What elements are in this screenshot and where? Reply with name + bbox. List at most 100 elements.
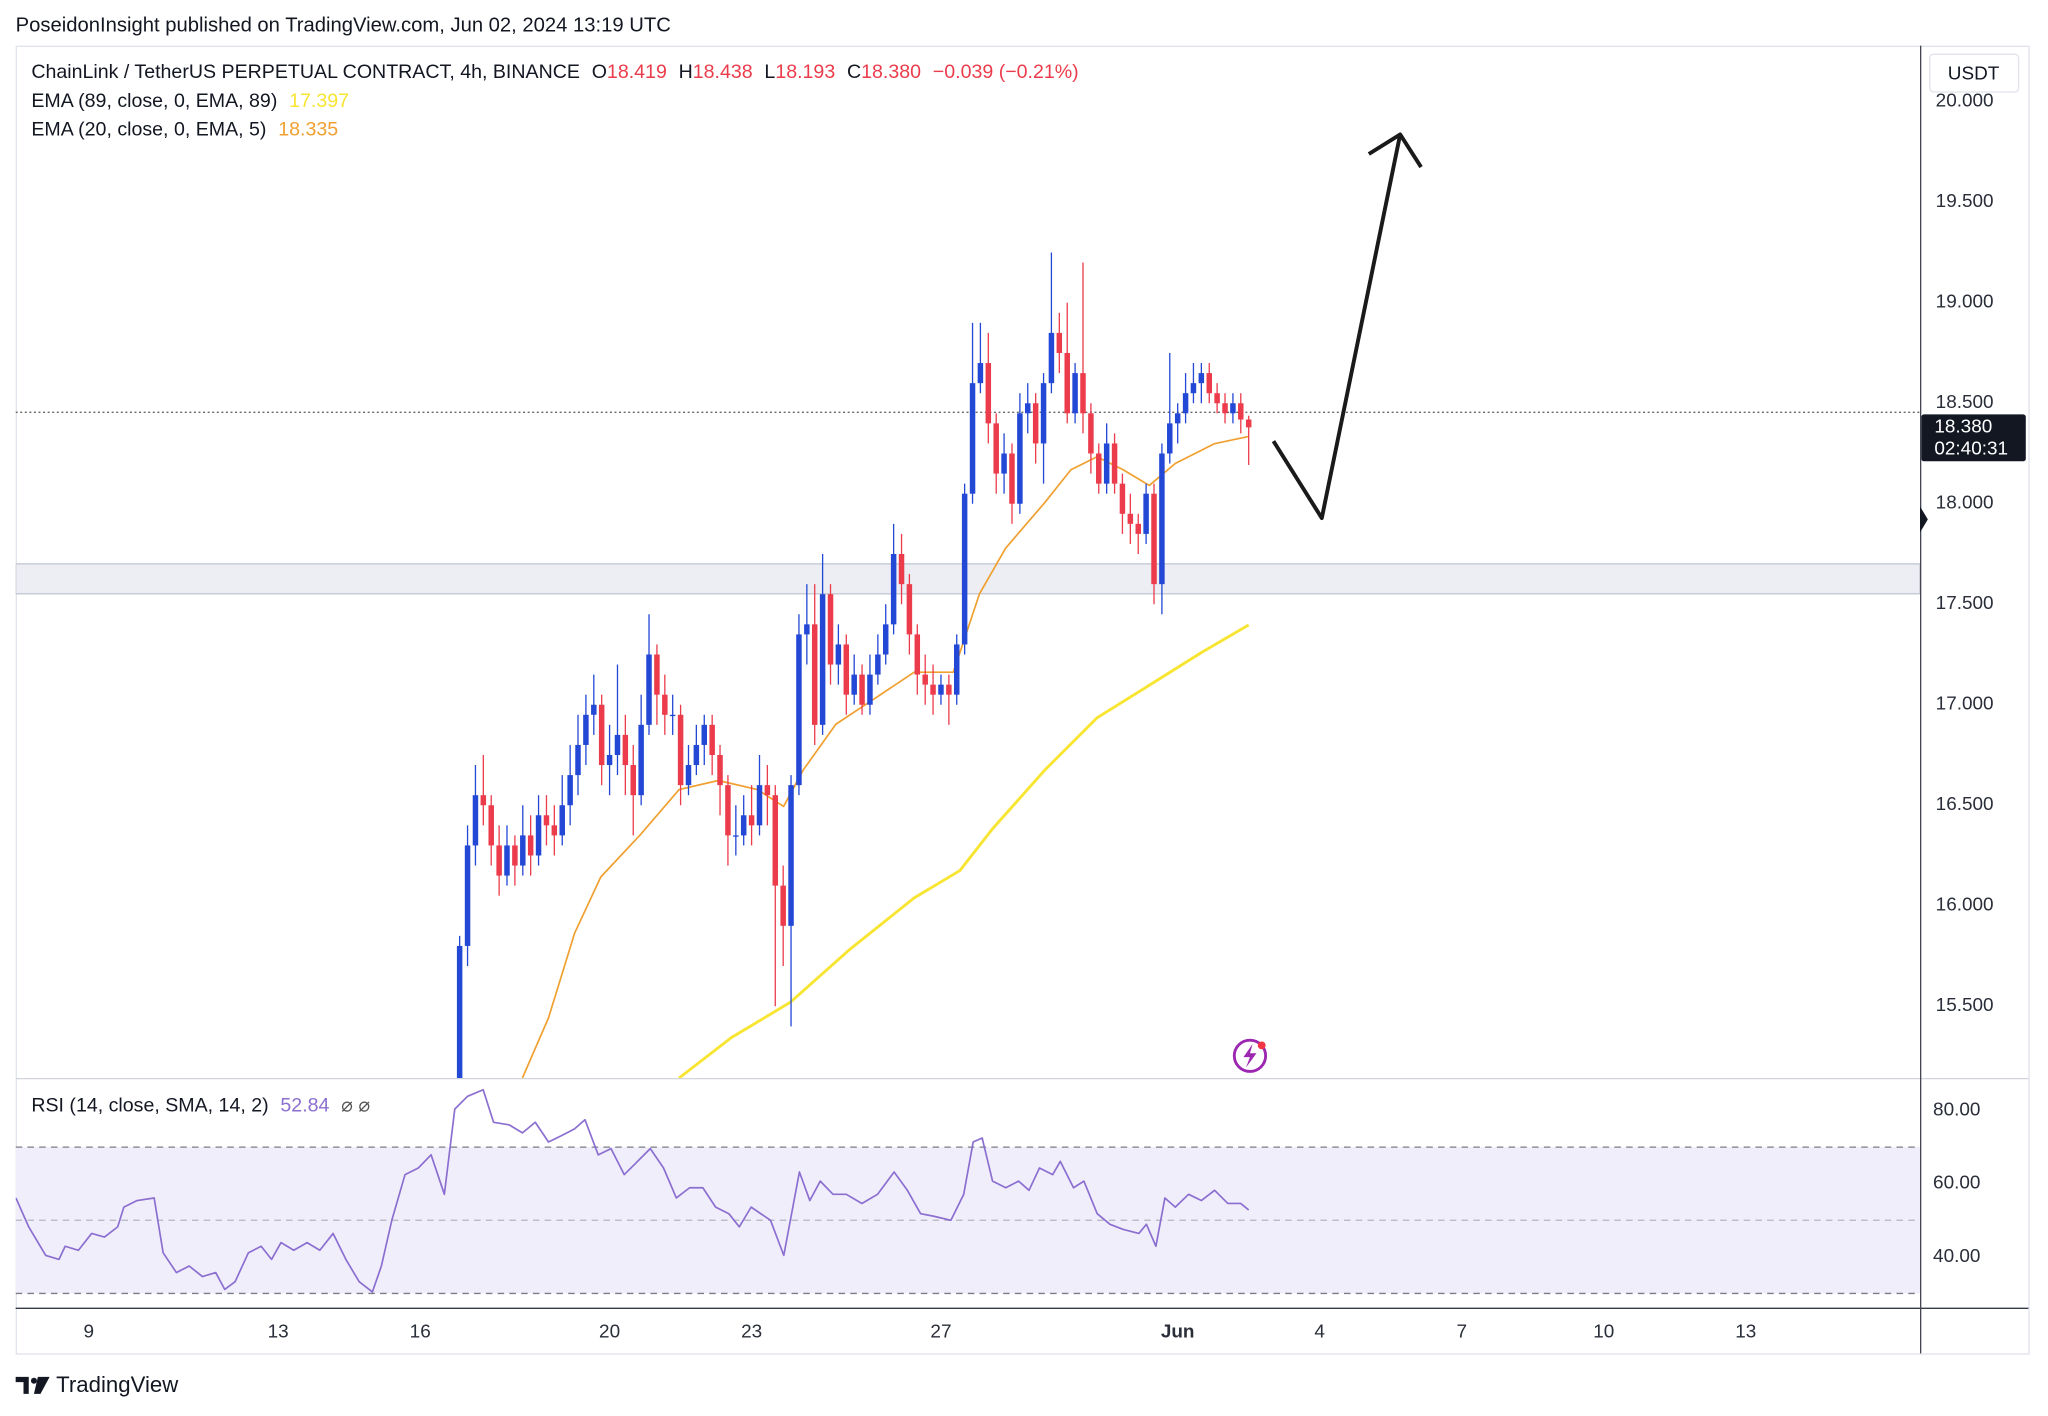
y-tick-label: 15.500 — [1936, 995, 1994, 1016]
candle-body — [930, 684, 936, 695]
x-tick-label: 9 — [84, 1321, 95, 1342]
x-tick-label: 20 — [599, 1321, 620, 1342]
candle-body — [1088, 413, 1094, 454]
candle-body — [843, 644, 850, 695]
candle-body — [733, 835, 739, 837]
x-tick-label: 13 — [268, 1321, 289, 1342]
candle-body — [914, 634, 921, 675]
countdown: 02:40:31 — [1934, 439, 2008, 460]
x-tick-label: 10 — [1593, 1321, 1614, 1342]
y-tick-label: 18.500 — [1936, 392, 1994, 413]
candle-body — [677, 714, 684, 786]
axes: 15.500 16.000 16.500 17.000 17.500 18.000 18.5… — [84, 91, 2026, 1342]
candle-body — [875, 654, 881, 675]
lightning-icon — [1232, 1038, 1268, 1073]
last-price-label: 18.380 — [1934, 416, 1992, 437]
candle-body — [535, 815, 542, 856]
candle-body — [614, 734, 621, 755]
candle-body — [969, 383, 976, 494]
candle-body — [1214, 393, 1220, 404]
candle-body — [622, 734, 629, 766]
tv-logo — [15, 1376, 50, 1394]
candle-body — [756, 785, 763, 826]
candle-body — [1080, 373, 1086, 414]
candle-body — [780, 885, 786, 926]
candle-body — [606, 754, 613, 766]
candle-body — [1190, 383, 1197, 394]
ohlc-value: 18.438 — [693, 61, 753, 83]
candle-body — [788, 785, 794, 926]
rsi-line — [15, 1088, 1250, 1293]
candle-body — [575, 744, 581, 776]
change: −0.039 (−0.21%) — [933, 61, 1079, 83]
candle-body — [1151, 493, 1157, 585]
candle-body — [1182, 393, 1189, 414]
rsi-pane — [15, 1088, 1920, 1295]
candle-body — [993, 423, 999, 474]
candle-body — [488, 805, 494, 846]
legend-ema20: EMA (20, close, 0, EMA, 5) 18.335 — [31, 119, 338, 141]
ohlc-value: 18.419 — [607, 61, 667, 83]
candle-body — [804, 624, 810, 635]
candle-body — [1017, 413, 1023, 504]
candle-body — [811, 624, 818, 725]
candle-body — [1143, 493, 1149, 534]
candle-body — [1001, 453, 1007, 474]
candle-body — [946, 684, 952, 695]
candle-body — [1025, 403, 1031, 414]
arrow-head — [1367, 132, 1423, 169]
x-tick-label: 4 — [1314, 1321, 1325, 1342]
legend-main: ChainLink / TetherUS PERPETUAL CONTRACT,… — [31, 61, 1078, 83]
candle-body — [1056, 332, 1063, 353]
candle-body — [867, 674, 873, 705]
candle-body — [906, 584, 913, 635]
ohlc-value: 18.380 — [861, 61, 921, 83]
legend-value: 17.397 — [289, 90, 349, 112]
candle-body — [685, 765, 692, 786]
y-tick-label: 19.500 — [1936, 191, 1994, 212]
candle-body — [472, 795, 479, 846]
candle-body — [709, 724, 715, 755]
ema-line — [521, 435, 1249, 1078]
candle-body — [1032, 403, 1039, 444]
x-tick-label: 16 — [410, 1321, 431, 1342]
candle-body — [646, 654, 652, 725]
candle-body — [796, 634, 802, 786]
y-tick-label: 17.500 — [1936, 593, 1994, 614]
candle-body — [1119, 483, 1126, 514]
ohlc-letter: C — [847, 61, 861, 83]
candle-body — [851, 674, 857, 695]
candle-body — [748, 815, 755, 826]
candle-body — [1072, 373, 1078, 414]
candle-body — [890, 553, 897, 625]
x-tick-label: 7 — [1456, 1321, 1467, 1342]
candle-body — [1009, 453, 1015, 504]
candle-body — [725, 785, 731, 836]
y-tick-label: 16.500 — [1936, 794, 1994, 815]
candle-body — [591, 704, 597, 715]
candle-body — [961, 493, 968, 645]
candle-body — [583, 714, 589, 745]
rsi-tick-label: 80.00 — [1933, 1100, 1980, 1121]
y-tick-label: 19.000 — [1936, 292, 1994, 313]
symbol-title: ChainLink / TetherUS PERPETUAL CONTRACT,… — [31, 61, 580, 83]
candle-body — [1135, 523, 1141, 534]
candle-body — [638, 724, 644, 796]
candle-body — [985, 363, 992, 424]
x-tick-label: Jun — [1161, 1321, 1195, 1342]
candle-body — [1167, 423, 1173, 454]
candle-body — [953, 644, 960, 695]
candle-body — [630, 765, 636, 796]
candle-body — [922, 674, 928, 685]
candle-body — [1159, 453, 1165, 585]
y-tick-label: 17.000 — [1936, 694, 1994, 715]
candle-body — [543, 815, 550, 826]
candle-body — [662, 694, 668, 715]
candle-body — [1238, 403, 1244, 420]
candle-body — [1198, 373, 1205, 384]
legend-value: 18.335 — [278, 119, 338, 141]
candle-body — [1040, 383, 1047, 444]
candle-body — [1174, 413, 1181, 424]
candle-body — [480, 795, 487, 806]
